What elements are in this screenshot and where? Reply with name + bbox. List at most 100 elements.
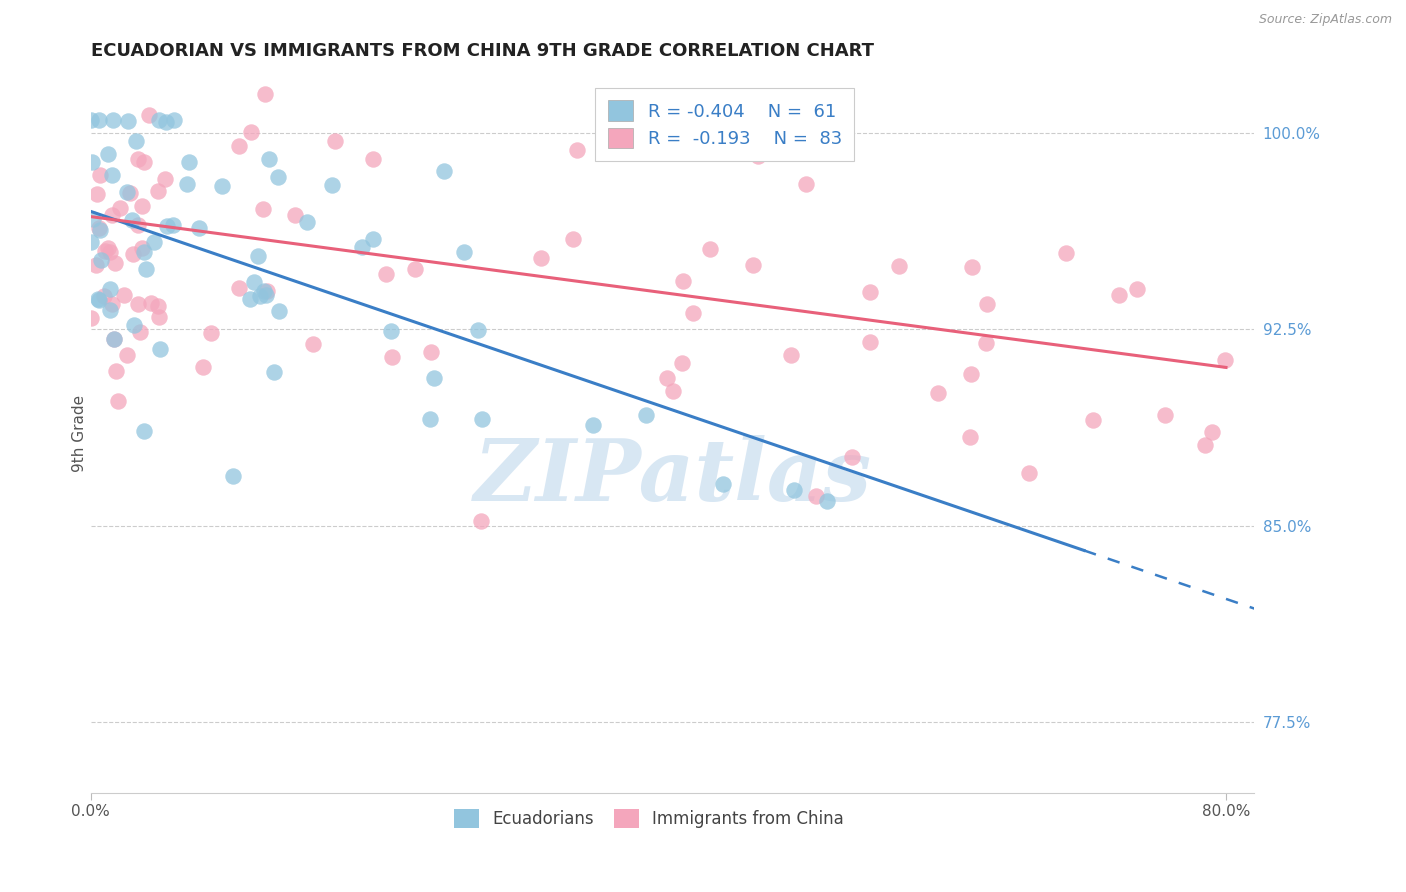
Point <box>104 256 127 270</box>
Point <box>404 262 426 277</box>
Text: ZIPatlas: ZIPatlas <box>474 435 872 519</box>
Point <box>148 299 170 313</box>
Point <box>699 242 721 256</box>
Point <box>87 221 110 235</box>
Point <box>974 335 997 350</box>
Point <box>887 259 910 273</box>
Point <box>200 326 222 341</box>
Point <box>960 260 983 275</box>
Point <box>134 244 156 259</box>
Point <box>711 477 734 491</box>
Point <box>125 134 148 148</box>
Point <box>132 424 155 438</box>
Point <box>80 310 103 325</box>
Point <box>82 211 104 226</box>
Point <box>1126 282 1149 296</box>
Point <box>976 297 998 311</box>
Point <box>98 283 121 297</box>
Point <box>115 185 138 199</box>
Point <box>131 241 153 255</box>
Point <box>1108 288 1130 302</box>
Point <box>228 281 250 295</box>
Point <box>90 253 112 268</box>
Point <box>188 221 211 235</box>
Point <box>959 430 981 444</box>
Point <box>779 348 801 362</box>
Point <box>433 164 456 178</box>
Point <box>247 249 270 263</box>
Point <box>177 155 200 169</box>
Point <box>453 245 475 260</box>
Point <box>267 303 290 318</box>
Point <box>118 186 141 200</box>
Point <box>146 184 169 198</box>
Point <box>783 483 806 497</box>
Point <box>267 169 290 184</box>
Point <box>112 288 135 302</box>
Point <box>129 325 152 339</box>
Point <box>87 112 110 127</box>
Point <box>419 344 441 359</box>
Point <box>1054 246 1077 260</box>
Point <box>297 215 319 229</box>
Point <box>321 178 343 192</box>
Point <box>228 139 250 153</box>
Point <box>127 296 149 310</box>
Text: Source: ZipAtlas.com: Source: ZipAtlas.com <box>1258 13 1392 27</box>
Point <box>155 115 177 129</box>
Point <box>127 219 149 233</box>
Point <box>561 232 583 246</box>
Y-axis label: 9th Grade: 9th Grade <box>72 395 87 473</box>
Point <box>101 112 124 127</box>
Point <box>87 293 110 308</box>
Point <box>380 324 402 338</box>
Point <box>841 450 863 464</box>
Point <box>361 152 384 166</box>
Point <box>156 219 179 233</box>
Point <box>139 296 162 310</box>
Point <box>256 284 278 298</box>
Point <box>240 124 263 138</box>
Point <box>1213 353 1236 368</box>
Point <box>815 493 838 508</box>
Point <box>97 147 120 161</box>
Point <box>747 149 769 163</box>
Point <box>93 289 115 303</box>
Point <box>858 285 880 300</box>
Point <box>103 332 125 346</box>
Point <box>222 469 245 483</box>
Point <box>100 168 122 182</box>
Point <box>135 262 157 277</box>
Point <box>254 87 277 101</box>
Point <box>239 292 262 306</box>
Point <box>284 209 307 223</box>
Point <box>103 332 125 346</box>
Point <box>89 223 111 237</box>
Point <box>263 365 285 379</box>
Point <box>162 219 184 233</box>
Point <box>105 363 128 377</box>
Point <box>98 245 121 260</box>
Point <box>80 112 103 127</box>
Point <box>742 258 765 272</box>
Point <box>121 212 143 227</box>
Point <box>662 384 685 399</box>
Point <box>927 386 949 401</box>
Point <box>655 371 678 385</box>
Point <box>117 113 139 128</box>
Point <box>419 412 441 426</box>
Point <box>1194 438 1216 452</box>
Point <box>253 284 276 298</box>
Point <box>859 334 882 349</box>
Point <box>110 201 132 215</box>
Point <box>470 514 492 528</box>
Point <box>100 208 122 222</box>
Point <box>176 178 198 192</box>
Point <box>122 318 145 332</box>
Point <box>671 356 693 370</box>
Point <box>142 235 165 249</box>
Point <box>131 199 153 213</box>
Point <box>1081 412 1104 426</box>
Point <box>132 155 155 169</box>
Point <box>98 302 121 317</box>
